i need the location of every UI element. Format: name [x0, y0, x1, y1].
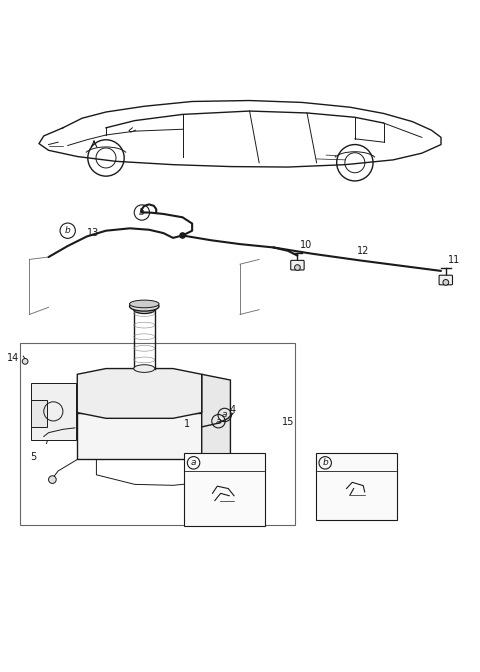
Polygon shape: [77, 413, 202, 460]
Text: 2: 2: [209, 458, 216, 468]
Text: 13: 13: [87, 228, 99, 238]
Text: 12: 12: [357, 245, 370, 255]
Circle shape: [188, 482, 196, 489]
Ellipse shape: [134, 306, 155, 314]
Polygon shape: [202, 374, 230, 465]
FancyBboxPatch shape: [31, 400, 47, 427]
Text: 11: 11: [448, 255, 460, 265]
Text: 8: 8: [149, 302, 155, 312]
Polygon shape: [77, 368, 202, 419]
Text: 3: 3: [30, 411, 36, 421]
Circle shape: [443, 280, 449, 286]
Text: b: b: [65, 226, 71, 235]
Text: b: b: [322, 458, 328, 467]
FancyBboxPatch shape: [184, 453, 265, 526]
Circle shape: [295, 265, 300, 270]
Text: 4: 4: [229, 405, 236, 415]
Text: 7: 7: [43, 436, 49, 446]
Text: a: a: [216, 417, 221, 425]
FancyBboxPatch shape: [316, 453, 396, 519]
FancyBboxPatch shape: [291, 260, 304, 270]
Text: 1: 1: [184, 419, 190, 429]
Text: 15: 15: [282, 417, 295, 427]
Circle shape: [22, 358, 28, 364]
Text: 5: 5: [30, 452, 36, 462]
Ellipse shape: [134, 365, 155, 372]
Text: 6: 6: [199, 483, 205, 493]
Text: 9: 9: [340, 458, 347, 468]
FancyBboxPatch shape: [439, 276, 453, 285]
Text: a: a: [191, 458, 196, 467]
Circle shape: [48, 476, 56, 483]
Text: 14: 14: [7, 353, 19, 362]
Text: a: a: [222, 411, 228, 419]
Text: b: b: [139, 208, 145, 217]
Text: 10: 10: [300, 240, 312, 250]
Circle shape: [179, 232, 186, 239]
Ellipse shape: [130, 300, 159, 308]
Ellipse shape: [130, 302, 159, 311]
FancyBboxPatch shape: [31, 383, 76, 440]
